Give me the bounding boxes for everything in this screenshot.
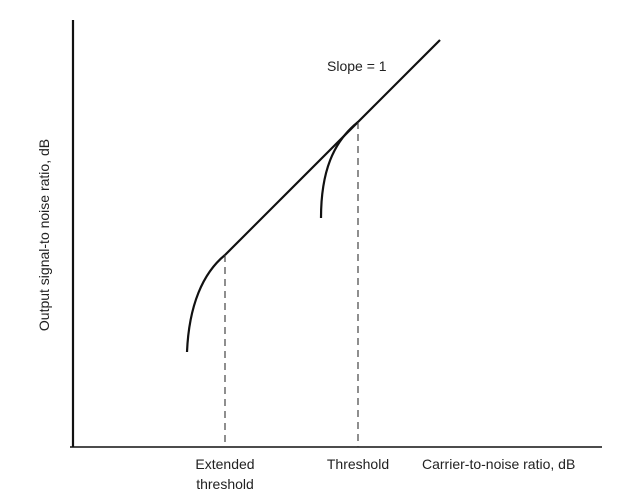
threshold-curve [319,121,359,219]
extended-threshold-curve [185,254,226,353]
extended-threshold-label: Extended [195,456,254,472]
slope-label: Slope = 1 [327,58,387,74]
threshold-label: Threshold [327,456,389,472]
y-axis-label: Output signal-to noise ratio, dB [36,139,52,331]
x-axis-label: Carrier-to-noise ratio, dB [422,456,575,472]
extended-threshold-label: threshold [196,476,254,492]
slope-line [224,39,441,256]
